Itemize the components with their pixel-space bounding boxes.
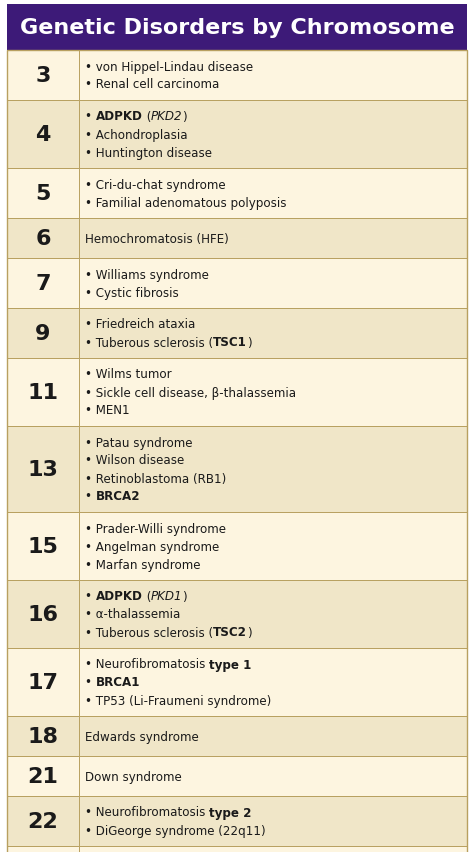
Text: • Cystic fibrosis: • Cystic fibrosis <box>85 286 179 299</box>
Text: • TP53 (Li-Fraumeni syndrome): • TP53 (Li-Fraumeni syndrome) <box>85 694 271 706</box>
Text: ): ) <box>182 590 187 603</box>
Bar <box>7 308 467 359</box>
Bar <box>7 580 79 648</box>
Text: • Cri-du-chat syndrome: • Cri-du-chat syndrome <box>85 178 226 192</box>
Bar <box>7 259 79 308</box>
Bar <box>7 101 467 169</box>
Text: • DiGeorge syndrome (22q11): • DiGeorge syndrome (22q11) <box>85 824 265 837</box>
Bar <box>7 219 467 259</box>
Text: ADPKD: ADPKD <box>96 590 143 603</box>
Bar <box>7 512 467 580</box>
Text: •: • <box>85 111 96 124</box>
Bar <box>7 756 79 796</box>
Text: • Retinoblastoma (RB1): • Retinoblastoma (RB1) <box>85 472 226 485</box>
Text: PKD1: PKD1 <box>151 590 182 603</box>
Text: 21: 21 <box>27 766 58 786</box>
Bar <box>7 648 79 717</box>
Text: • Angelman syndrome: • Angelman syndrome <box>85 540 219 553</box>
Text: Hemochromatosis (HFE): Hemochromatosis (HFE) <box>85 233 229 245</box>
Text: BRCA1: BRCA1 <box>96 676 140 688</box>
Bar <box>7 259 467 308</box>
Text: • Familial adenomatous polyposis: • Familial adenomatous polyposis <box>85 196 286 210</box>
Text: • Friedreich ataxia: • Friedreich ataxia <box>85 318 195 331</box>
Text: Down syndrome: Down syndrome <box>85 769 182 783</box>
Text: ): ) <box>247 625 252 639</box>
Bar <box>7 717 79 756</box>
Text: ADPKD: ADPKD <box>96 111 143 124</box>
Text: 17: 17 <box>27 672 58 692</box>
Text: 18: 18 <box>27 726 58 746</box>
Text: Edwards syndrome: Edwards syndrome <box>85 729 199 743</box>
Text: 3: 3 <box>35 66 51 86</box>
Text: • Tuberous sclerosis (: • Tuberous sclerosis ( <box>85 625 213 639</box>
Bar <box>7 648 467 717</box>
Bar <box>7 846 79 852</box>
Text: BRCA2: BRCA2 <box>96 490 140 503</box>
Text: 22: 22 <box>27 811 58 831</box>
Text: TSC1: TSC1 <box>213 336 247 349</box>
Text: 4: 4 <box>35 125 51 145</box>
Text: • Sickle cell disease, β-thalassemia: • Sickle cell disease, β-thalassemia <box>85 386 296 399</box>
Text: • MEN1: • MEN1 <box>85 404 129 417</box>
Text: 13: 13 <box>27 459 58 480</box>
Text: • Patau syndrome: • Patau syndrome <box>85 436 192 449</box>
Text: • Williams syndrome: • Williams syndrome <box>85 268 209 281</box>
Bar <box>7 512 79 580</box>
Bar <box>7 169 79 219</box>
Bar <box>7 427 79 512</box>
Text: 15: 15 <box>27 537 58 556</box>
Text: ): ) <box>182 111 187 124</box>
Bar <box>7 51 79 101</box>
Bar <box>7 219 79 259</box>
Text: TSC2: TSC2 <box>213 625 247 639</box>
Text: • Tuberous sclerosis (: • Tuberous sclerosis ( <box>85 336 213 349</box>
Text: 16: 16 <box>27 604 58 625</box>
Bar <box>7 359 79 427</box>
Text: • Renal cell carcinoma: • Renal cell carcinoma <box>85 78 219 91</box>
Bar <box>7 427 467 512</box>
Text: •: • <box>85 676 96 688</box>
Bar <box>7 846 467 852</box>
Text: • Neurofibromatosis: • Neurofibromatosis <box>85 658 209 671</box>
Text: PKD2: PKD2 <box>151 111 182 124</box>
Bar <box>7 580 467 648</box>
Text: • α-thalassemia: • α-thalassemia <box>85 607 181 621</box>
Text: 5: 5 <box>35 184 51 204</box>
Text: • von Hippel-Lindau disease: • von Hippel-Lindau disease <box>85 60 253 73</box>
Text: • Marfan syndrome: • Marfan syndrome <box>85 558 201 571</box>
Text: ): ) <box>247 336 252 349</box>
Bar <box>7 51 467 101</box>
Bar <box>7 796 467 846</box>
Text: 7: 7 <box>35 273 51 294</box>
Text: • Achondroplasia: • Achondroplasia <box>85 129 188 141</box>
Bar <box>7 169 467 219</box>
Bar <box>7 717 467 756</box>
Text: • Huntington disease: • Huntington disease <box>85 147 212 159</box>
Bar <box>7 796 79 846</box>
Text: •: • <box>85 590 96 603</box>
Text: •: • <box>85 490 96 503</box>
Text: • Neurofibromatosis: • Neurofibromatosis <box>85 805 209 819</box>
Text: • Wilson disease: • Wilson disease <box>85 454 184 467</box>
Bar <box>7 101 79 169</box>
Text: • Prader-Willi syndrome: • Prader-Willi syndrome <box>85 522 226 535</box>
Bar <box>7 5 467 51</box>
Text: (: ( <box>143 111 151 124</box>
Text: 9: 9 <box>35 324 51 343</box>
Text: Genetic Disorders by Chromosome: Genetic Disorders by Chromosome <box>20 18 454 38</box>
Text: (: ( <box>143 590 151 603</box>
Bar <box>7 756 467 796</box>
Text: type 2: type 2 <box>209 805 252 819</box>
Text: • Wilms tumor: • Wilms tumor <box>85 368 172 381</box>
Text: 11: 11 <box>27 383 58 402</box>
Text: 6: 6 <box>35 228 51 249</box>
Bar <box>7 308 79 359</box>
Text: type 1: type 1 <box>209 658 252 671</box>
Bar <box>7 359 467 427</box>
